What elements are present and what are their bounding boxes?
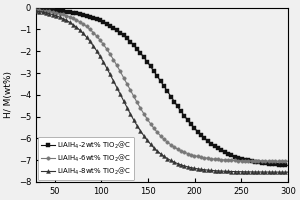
LiAlH$_4$-6wt% TiO$_2$@C xyxy=(247,160,250,162)
LiAlH$_4$-6wt% TiO$_2$@C xyxy=(188,153,192,156)
Y-axis label: H/ M(wt%): H/ M(wt%) xyxy=(4,71,13,118)
LiAlH$_4$-2wt% TiO$_2$@C xyxy=(35,8,39,10)
LiAlH$_4$-2wt% TiO$_2$@C xyxy=(286,164,290,167)
Line: LiAlH$_4$-6wt% TiO$_2$@C: LiAlH$_4$-6wt% TiO$_2$@C xyxy=(34,8,290,163)
LiAlH$_4$-8wt% TiO$_2$@C xyxy=(247,171,250,173)
LiAlH$_4$-2wt% TiO$_2$@C xyxy=(184,117,188,119)
LiAlH$_4$-8wt% TiO$_2$@C xyxy=(262,171,266,173)
LiAlH$_4$-8wt% TiO$_2$@C xyxy=(35,10,39,12)
Line: LiAlH$_4$-8wt% TiO$_2$@C: LiAlH$_4$-8wt% TiO$_2$@C xyxy=(34,9,290,174)
LiAlH$_4$-6wt% TiO$_2$@C xyxy=(183,151,187,154)
LiAlH$_4$-8wt% TiO$_2$@C xyxy=(286,171,290,173)
LiAlH$_4$-2wt% TiO$_2$@C xyxy=(188,122,192,124)
LiAlH$_4$-8wt% TiO$_2$@C xyxy=(183,165,187,167)
LiAlH$_4$-6wt% TiO$_2$@C xyxy=(286,160,290,162)
LiAlH$_4$-8wt% TiO$_2$@C xyxy=(184,165,188,168)
Line: LiAlH$_4$-2wt% TiO$_2$@C: LiAlH$_4$-2wt% TiO$_2$@C xyxy=(34,7,290,167)
LiAlH$_4$-8wt% TiO$_2$@C xyxy=(34,10,38,12)
LiAlH$_4$-6wt% TiO$_2$@C xyxy=(35,9,39,11)
LiAlH$_4$-6wt% TiO$_2$@C xyxy=(34,9,38,11)
LiAlH$_4$-6wt% TiO$_2$@C xyxy=(184,152,188,154)
LiAlH$_4$-2wt% TiO$_2$@C xyxy=(247,159,250,162)
LiAlH$_4$-2wt% TiO$_2$@C xyxy=(183,116,187,118)
LiAlH$_4$-2wt% TiO$_2$@C xyxy=(34,8,38,10)
LiAlH$_4$-6wt% TiO$_2$@C xyxy=(262,160,266,162)
LiAlH$_4$-8wt% TiO$_2$@C xyxy=(188,166,192,169)
Legend: LiAlH$_4$-2wt% TiO$_2$@C, LiAlH$_4$-6wt% TiO$_2$@C, LiAlH$_4$-8wt% TiO$_2$@C: LiAlH$_4$-2wt% TiO$_2$@C, LiAlH$_4$-6wt%… xyxy=(38,137,134,180)
LiAlH$_4$-2wt% TiO$_2$@C xyxy=(262,162,266,164)
